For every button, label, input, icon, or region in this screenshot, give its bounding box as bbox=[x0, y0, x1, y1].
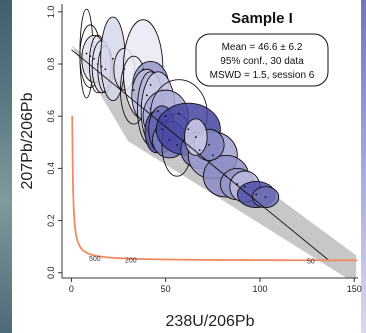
ellipse-centre-2 bbox=[93, 57, 95, 60]
y-tick-label-0.4: 0.4 bbox=[46, 162, 56, 175]
ellipse-centre-4 bbox=[100, 65, 103, 68]
x-tick-label-0: 0 bbox=[69, 284, 74, 294]
x-tick-label-150: 150 bbox=[347, 284, 362, 294]
y-tick-label-0.6: 0.6 bbox=[46, 110, 56, 123]
regression-line bbox=[71, 49, 331, 262]
ellipse-centre-28 bbox=[208, 144, 210, 146]
ellipse-centre-16 bbox=[155, 130, 158, 133]
ellipse-centre-14 bbox=[164, 115, 167, 118]
y-axis-label: 207Pb/206Pb bbox=[19, 92, 36, 189]
x-tick-label-100: 100 bbox=[252, 284, 267, 294]
ellipse-centre-25 bbox=[243, 185, 246, 188]
ellipse-centre-22 bbox=[211, 154, 214, 157]
annotation-box bbox=[195, 33, 329, 87]
chart-title: Sample I bbox=[231, 10, 293, 27]
colorbar-right bbox=[361, 0, 366, 333]
annotation-line-2: MSWD = 1.5, session 6 bbox=[210, 70, 315, 81]
plot-area: 500 200 50 bbox=[71, 8, 358, 278]
concordia-age-label-50: 50 bbox=[307, 259, 315, 266]
ellipse-centre-10 bbox=[149, 83, 152, 86]
ellipse-centre-21 bbox=[198, 149, 201, 152]
ellipse-centre-29 bbox=[194, 136, 197, 138]
ellipse-centre-0 bbox=[85, 52, 88, 55]
annotation-line-1: 95% conf., 30 data bbox=[220, 56, 304, 67]
ellipse-centre-5 bbox=[104, 68, 107, 71]
ellipse-centre-6 bbox=[112, 57, 114, 60]
ellipse-centre-19 bbox=[176, 144, 178, 146]
y-tick-label-0.2: 0.2 bbox=[46, 214, 56, 227]
concordia-curve bbox=[71, 115, 358, 262]
ellipse-centre-13 bbox=[157, 110, 160, 112]
ellipse-centre-9 bbox=[132, 89, 135, 92]
ellipse-centre-20 bbox=[187, 128, 190, 131]
ellipse-centre-17 bbox=[161, 128, 163, 131]
annotation-line-0: Mean = 46.6 ± 6.2 bbox=[222, 42, 303, 53]
y-tick-label-0.0: 0.0 bbox=[46, 267, 56, 280]
concordia-age-label-500: 500 bbox=[89, 256, 101, 263]
x-axis-label: 238U/206Pb bbox=[166, 313, 255, 330]
ellipse-centre-3 bbox=[96, 63, 99, 65]
ellipse-centre-15 bbox=[177, 112, 180, 115]
ellipse-centre-11 bbox=[145, 94, 148, 97]
concordia-age-label-200: 200 bbox=[125, 258, 137, 265]
y-tick-label-1.0: 1.0 bbox=[46, 6, 56, 19]
ellipse-centre-27 bbox=[264, 196, 267, 199]
ellipse-centre-1 bbox=[89, 55, 92, 58]
ellipse-centre-26 bbox=[255, 193, 258, 196]
axes: 0 50 100 150 0.0 0.2 0.4 0.6 0.8 1.0 238U/206Pb 207… bbox=[19, 4, 362, 330]
ellipse-centre-7 bbox=[123, 68, 126, 71]
ellipse-centre-12 bbox=[149, 107, 152, 110]
y-tick-label-0.8: 0.8 bbox=[46, 58, 56, 71]
x-tick-label-50: 50 bbox=[161, 284, 171, 294]
ellipse-centre-8 bbox=[142, 68, 144, 71]
background-photo-left bbox=[0, 0, 12, 333]
annotation-group: Sample I Mean = 46.6 ± 6.2 95% conf., 30 d… bbox=[195, 10, 329, 87]
ellipse-centre-18 bbox=[168, 138, 171, 141]
